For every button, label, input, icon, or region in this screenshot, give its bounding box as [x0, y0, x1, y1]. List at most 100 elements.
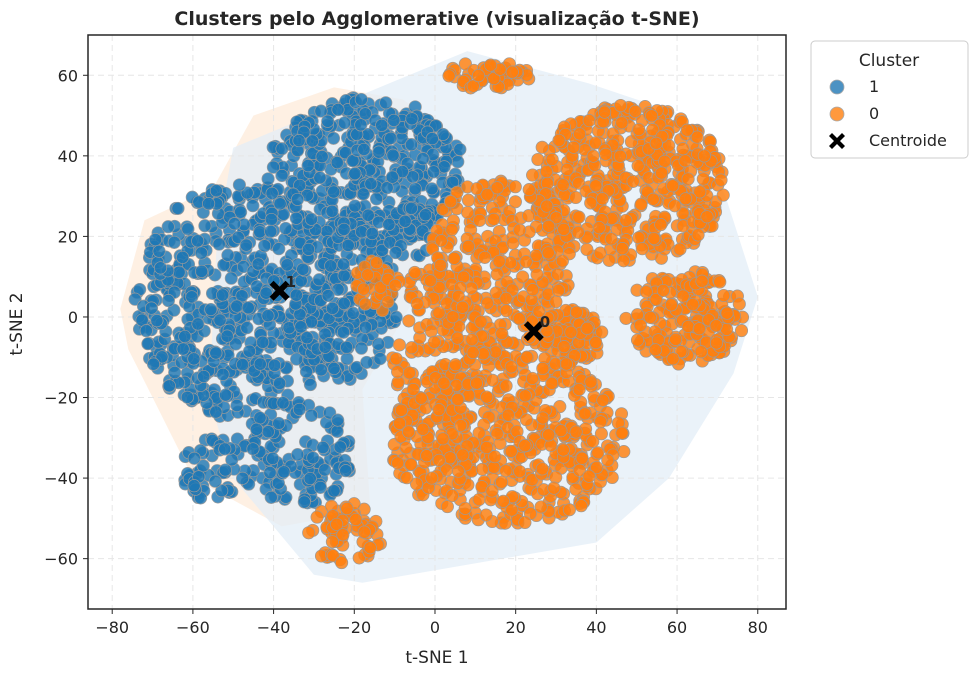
- point-cluster-1: [209, 346, 223, 360]
- point-cluster-1: [360, 355, 374, 369]
- point-cluster-0: [410, 297, 424, 311]
- point-cluster-0: [552, 133, 566, 147]
- point-cluster-1: [141, 337, 155, 351]
- point-cluster-0: [676, 142, 690, 156]
- point-cluster-0: [358, 297, 372, 311]
- x-tick-label: −80: [95, 618, 129, 637]
- point-cluster-0: [508, 180, 522, 194]
- point-cluster-1: [313, 480, 327, 494]
- point-cluster-1: [389, 310, 403, 324]
- point-cluster-1: [168, 365, 182, 380]
- point-cluster-0: [632, 122, 646, 137]
- point-cluster-1: [294, 320, 308, 334]
- point-cluster-1: [340, 340, 354, 354]
- point-cluster-1: [408, 182, 422, 196]
- point-cluster-0: [697, 149, 711, 163]
- point-cluster-0: [591, 446, 605, 460]
- point-cluster-0: [480, 188, 494, 202]
- point-cluster-0: [595, 325, 609, 339]
- point-cluster-1: [161, 294, 175, 308]
- point-cluster-0: [423, 274, 438, 288]
- point-cluster-0: [388, 278, 402, 292]
- point-cluster-1: [266, 160, 280, 174]
- point-cluster-0: [340, 501, 354, 516]
- point-cluster-1: [181, 222, 195, 236]
- point-cluster-0: [590, 460, 604, 475]
- point-cluster-1: [389, 246, 403, 260]
- point-cluster-1: [292, 402, 307, 416]
- point-cluster-1: [251, 257, 265, 271]
- point-cluster-0: [564, 325, 578, 339]
- point-cluster-1: [299, 365, 313, 379]
- point-cluster-0: [479, 508, 493, 522]
- point-cluster-1: [246, 442, 260, 456]
- point-cluster-1: [331, 413, 345, 427]
- point-cluster-0: [424, 324, 438, 338]
- point-cluster-1: [172, 265, 186, 279]
- point-cluster-1: [346, 306, 360, 320]
- point-cluster-0: [557, 340, 571, 354]
- point-cluster-1: [268, 358, 282, 372]
- point-cluster-0: [357, 525, 371, 539]
- point-cluster-0: [405, 341, 419, 355]
- point-cluster-0: [446, 310, 460, 324]
- point-cluster-1: [375, 118, 389, 132]
- point-cluster-0: [487, 71, 501, 86]
- point-cluster-1: [258, 239, 272, 253]
- point-cluster-1: [187, 352, 201, 366]
- point-cluster-0: [501, 408, 515, 422]
- point-cluster-1: [336, 325, 351, 339]
- series-cluster-0: [302, 57, 750, 570]
- point-cluster-0: [709, 319, 723, 333]
- point-cluster-1: [337, 116, 352, 130]
- point-cluster-0: [518, 439, 532, 453]
- chart-title: Clusters pelo Agglomerative (visualizaçã…: [174, 8, 699, 30]
- point-cluster-0: [549, 470, 563, 484]
- point-cluster-0: [691, 228, 705, 242]
- point-cluster-1: [218, 463, 232, 477]
- point-cluster-0: [391, 456, 405, 470]
- point-cluster-0: [681, 319, 695, 334]
- point-cluster-0: [406, 382, 420, 397]
- point-cluster-1: [227, 217, 242, 231]
- point-cluster-1: [197, 369, 211, 384]
- point-cluster-0: [716, 188, 730, 202]
- point-cluster-0: [648, 343, 662, 357]
- point-cluster-1: [292, 134, 306, 148]
- legend-label-cluster-0: 0: [869, 104, 879, 123]
- point-cluster-0: [632, 231, 646, 245]
- point-cluster-0: [416, 422, 430, 436]
- point-cluster-1: [348, 199, 362, 213]
- point-cluster-0: [469, 376, 484, 390]
- point-cluster-0: [392, 338, 406, 352]
- point-cluster-1: [265, 186, 279, 200]
- point-cluster-0: [335, 556, 349, 570]
- point-cluster-0: [574, 499, 588, 513]
- point-cluster-1: [364, 177, 378, 191]
- point-cluster-0: [519, 255, 533, 269]
- point-cluster-1: [290, 192, 305, 206]
- point-cluster-1: [331, 103, 345, 117]
- point-cluster-0: [655, 166, 669, 180]
- point-cluster-0: [614, 98, 628, 113]
- x-tick-label: −40: [257, 618, 291, 637]
- point-cluster-1: [324, 259, 338, 273]
- point-cluster-0: [487, 212, 501, 226]
- point-cluster-0: [536, 361, 550, 376]
- point-cluster-0: [549, 211, 563, 225]
- point-cluster-0: [545, 376, 559, 390]
- point-cluster-1: [326, 131, 341, 145]
- point-cluster-1: [275, 168, 289, 183]
- point-cluster-1: [191, 317, 205, 331]
- point-cluster-1: [453, 142, 467, 156]
- point-cluster-0: [489, 286, 503, 300]
- point-cluster-1: [380, 181, 394, 195]
- point-cluster-0: [690, 130, 704, 144]
- point-cluster-1: [314, 363, 328, 377]
- point-cluster-0: [519, 413, 533, 427]
- point-cluster-1: [331, 282, 345, 297]
- y-tick-label: −40: [44, 469, 78, 488]
- point-cluster-1: [171, 201, 185, 215]
- point-cluster-0: [505, 503, 519, 517]
- point-cluster-1: [256, 335, 270, 349]
